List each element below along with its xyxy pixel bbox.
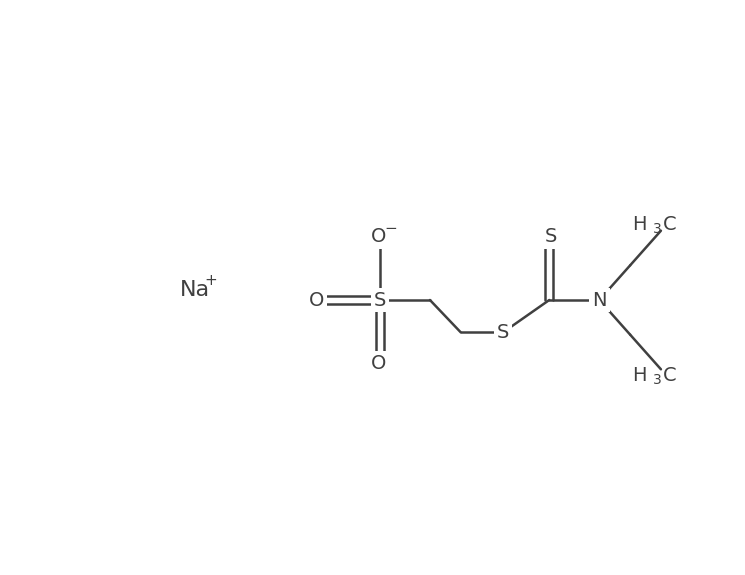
Text: −: − [384, 221, 397, 236]
Text: H: H [633, 366, 647, 385]
Text: C: C [662, 215, 676, 234]
Text: 3: 3 [653, 373, 662, 387]
Text: O: O [309, 290, 324, 309]
Text: S: S [545, 227, 557, 246]
Text: C: C [662, 366, 676, 385]
Text: S: S [374, 290, 386, 309]
Text: 3: 3 [653, 222, 662, 236]
Text: +: + [204, 273, 217, 288]
Text: H: H [633, 215, 647, 234]
Text: O: O [371, 227, 386, 246]
Text: Na: Na [180, 280, 210, 300]
Text: O: O [371, 354, 386, 373]
Text: S: S [497, 323, 510, 342]
Text: N: N [592, 290, 606, 309]
